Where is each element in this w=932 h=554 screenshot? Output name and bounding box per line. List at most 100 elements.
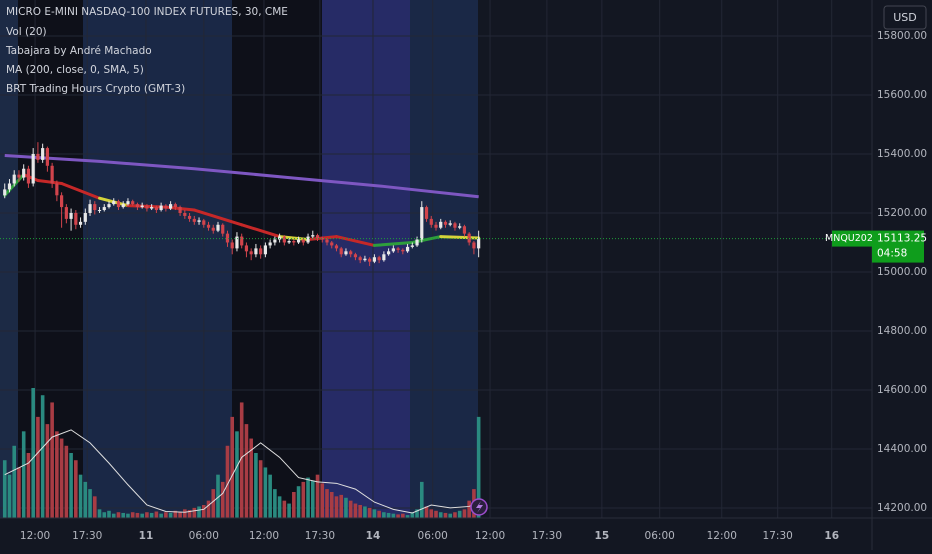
x-tick-label: 17:30 <box>763 530 793 542</box>
candle-body <box>41 148 45 160</box>
volume-bar <box>206 500 211 518</box>
volume-bar <box>448 513 453 518</box>
volume-bar <box>159 513 163 518</box>
volume-bar <box>164 512 168 518</box>
grid <box>0 0 872 518</box>
candle-body <box>268 242 272 246</box>
candle-body <box>164 205 168 209</box>
candle-body <box>22 168 26 178</box>
candle-body <box>434 224 438 228</box>
candle-body <box>311 235 315 237</box>
replay-icon[interactable] <box>470 498 488 516</box>
x-tick-label: 15 <box>595 530 610 542</box>
candle-body <box>420 207 424 240</box>
x-tick-label: 12:00 <box>249 530 279 542</box>
currency-label[interactable]: USD <box>893 11 917 24</box>
candle-body <box>429 218 433 225</box>
volume-bar <box>36 416 40 518</box>
x-tick-label: 06:00 <box>645 530 675 542</box>
candle-body <box>235 236 239 249</box>
volume-bar <box>386 512 391 518</box>
candle-body <box>31 153 35 184</box>
session-bands <box>0 0 478 518</box>
candle-body <box>26 168 31 184</box>
candle-body <box>69 212 73 219</box>
volume-bar <box>462 509 467 518</box>
volume <box>2 388 481 518</box>
volume-bar <box>2 460 7 518</box>
candle-body <box>339 248 343 255</box>
y-tick-label: 15600.00 <box>877 89 927 101</box>
volume-bar <box>320 483 325 518</box>
volume-bar <box>301 481 306 518</box>
x-tick-label: 12:00 <box>20 530 50 542</box>
candle-body <box>169 204 173 209</box>
candle-body <box>244 245 249 252</box>
candle-body <box>187 215 192 219</box>
volume-bar <box>216 474 220 518</box>
candle-body <box>150 207 154 209</box>
candle-body <box>472 242 476 249</box>
candle-body <box>159 205 163 211</box>
candle-body <box>183 212 187 216</box>
volume-bar <box>476 416 481 518</box>
x-tick-label: 17:30 <box>532 530 562 542</box>
candle-body <box>197 220 201 222</box>
volume-bar <box>292 492 296 518</box>
y-tick-label: 14400.00 <box>877 443 927 455</box>
candle-body <box>458 226 462 228</box>
volume-bar <box>348 500 353 518</box>
candle-body <box>206 224 211 228</box>
x-tick-label: 16 <box>824 530 839 542</box>
volume-bar <box>220 481 225 518</box>
session-band <box>83 0 232 518</box>
volume-bar <box>69 453 73 518</box>
candle-body <box>315 235 320 239</box>
candle-body <box>259 248 263 255</box>
volume-bar <box>424 506 429 518</box>
indicator-label: BRT Trading Hours Crypto (GMT-3) <box>6 83 185 95</box>
volume-bar <box>74 460 78 518</box>
y-tick-label: 15200.00 <box>877 207 927 219</box>
volume-bar <box>40 395 45 518</box>
currency-button[interactable] <box>883 5 927 30</box>
candle-body <box>368 258 372 262</box>
volume-bar <box>277 496 282 518</box>
candle-body <box>382 254 386 261</box>
volume-bar <box>78 474 83 518</box>
volume-bar <box>334 496 339 518</box>
y-tick-label: 15400.00 <box>877 148 927 160</box>
candle-body <box>249 251 253 255</box>
volume-bar <box>135 512 140 518</box>
candle-body <box>202 220 206 225</box>
volume-bar <box>45 424 50 518</box>
candle-body <box>126 201 130 205</box>
volume-bar <box>187 510 192 518</box>
x-tick-label: 17:30 <box>72 530 102 542</box>
volume-bar <box>325 489 329 518</box>
volume-bar <box>235 431 239 518</box>
volume-bar <box>26 453 31 518</box>
tabajara-segment <box>240 223 282 239</box>
volume-bar <box>382 512 386 518</box>
volume-bar <box>12 445 17 518</box>
volume-bar <box>149 512 154 518</box>
replay-bolt <box>476 501 483 513</box>
candle-body <box>93 204 97 211</box>
volume-bar <box>64 445 69 518</box>
volume-bar <box>225 445 230 518</box>
volume-bar <box>410 512 415 518</box>
candle-body <box>401 249 405 252</box>
volume-bar <box>339 494 344 518</box>
candle-body <box>278 236 282 240</box>
candle-body <box>363 258 367 261</box>
candle-body <box>154 207 158 211</box>
candle-body <box>211 227 215 231</box>
candle-body <box>391 248 395 252</box>
volume-bar <box>107 510 111 518</box>
volume-bar <box>401 513 405 518</box>
tabajara-segment <box>60 181 102 200</box>
volume-bar <box>296 486 301 518</box>
candle-body <box>230 242 234 249</box>
volume-bar <box>429 509 434 518</box>
